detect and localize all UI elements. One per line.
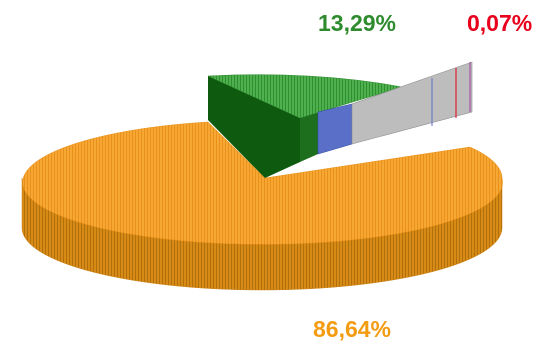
data-label-13-29: 13,29% — [318, 10, 396, 36]
slice-86-64-top — [22, 121, 503, 245]
slice-13-29-inner-wall — [300, 112, 318, 162]
slice-0-07-blue-panel — [317, 103, 353, 155]
data-label-86-64: 86,64% — [313, 316, 391, 342]
slice-13-29-top — [207, 74, 403, 119]
slice-13-29-side — [208, 76, 300, 178]
slice-0-07-gray-panel — [351, 61, 473, 145]
data-label-0-07: 0,07% — [467, 10, 532, 36]
